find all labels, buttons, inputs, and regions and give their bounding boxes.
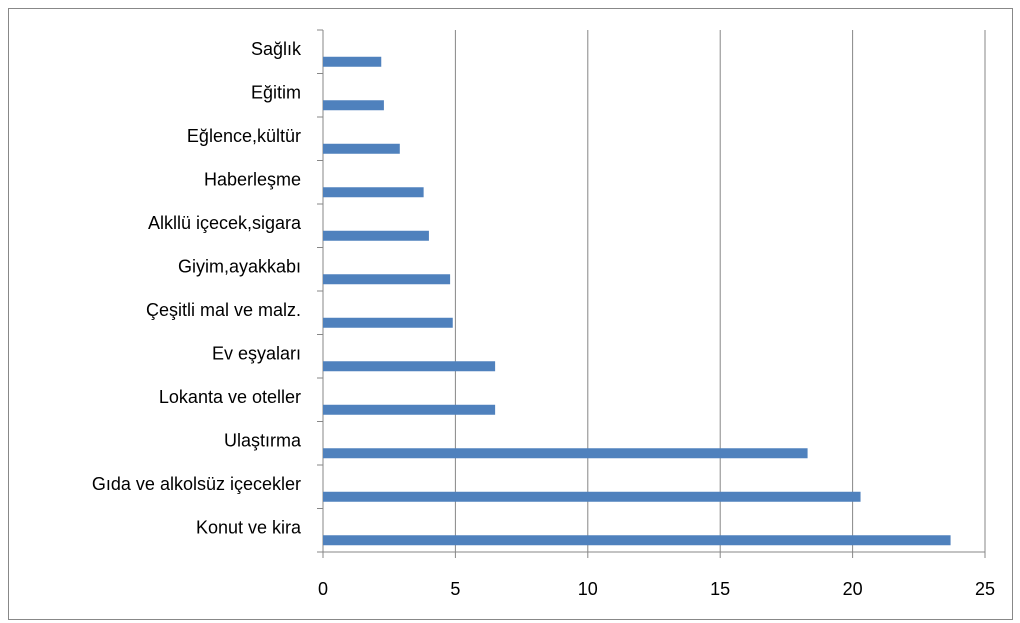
bar [323,143,400,154]
y-tick-label: Eğlence,kültür [187,126,301,146]
x-tick-label: 0 [318,579,328,599]
y-tick-label: Ev eşyaları [212,344,301,364]
bar [323,491,861,502]
y-tick-label: Sağlık [251,39,302,59]
bar [323,187,424,198]
y-tick-label: Giyim,ayakkabı [178,257,301,277]
bar [323,317,453,328]
bar [323,56,382,67]
bar [323,230,429,241]
bar [323,535,951,546]
x-tick-label: 10 [578,579,598,599]
bar [323,100,384,111]
y-tick-label: Alkllü içecek,sigara [148,213,302,233]
bar [323,361,496,372]
y-tick-label: Eğitim [251,83,301,103]
bar [323,404,496,415]
y-tick-label: Haberleşme [204,170,301,190]
bar [323,448,808,459]
x-tick-label: 20 [843,579,863,599]
x-tick-label: 5 [450,579,460,599]
y-tick-label: Çeşitli mal ve malz. [146,300,301,320]
x-tick-label: 15 [710,579,730,599]
chart-border [8,8,1013,620]
y-tick-label: Lokanta ve oteller [159,387,301,407]
y-tick-label: Gıda ve alkolsüz içecekler [92,474,301,494]
y-tick-label: Ulaştırma [224,431,302,451]
x-tick-label: 25 [975,579,995,599]
bar [323,274,451,285]
y-tick-label: Konut ve kira [196,518,302,538]
